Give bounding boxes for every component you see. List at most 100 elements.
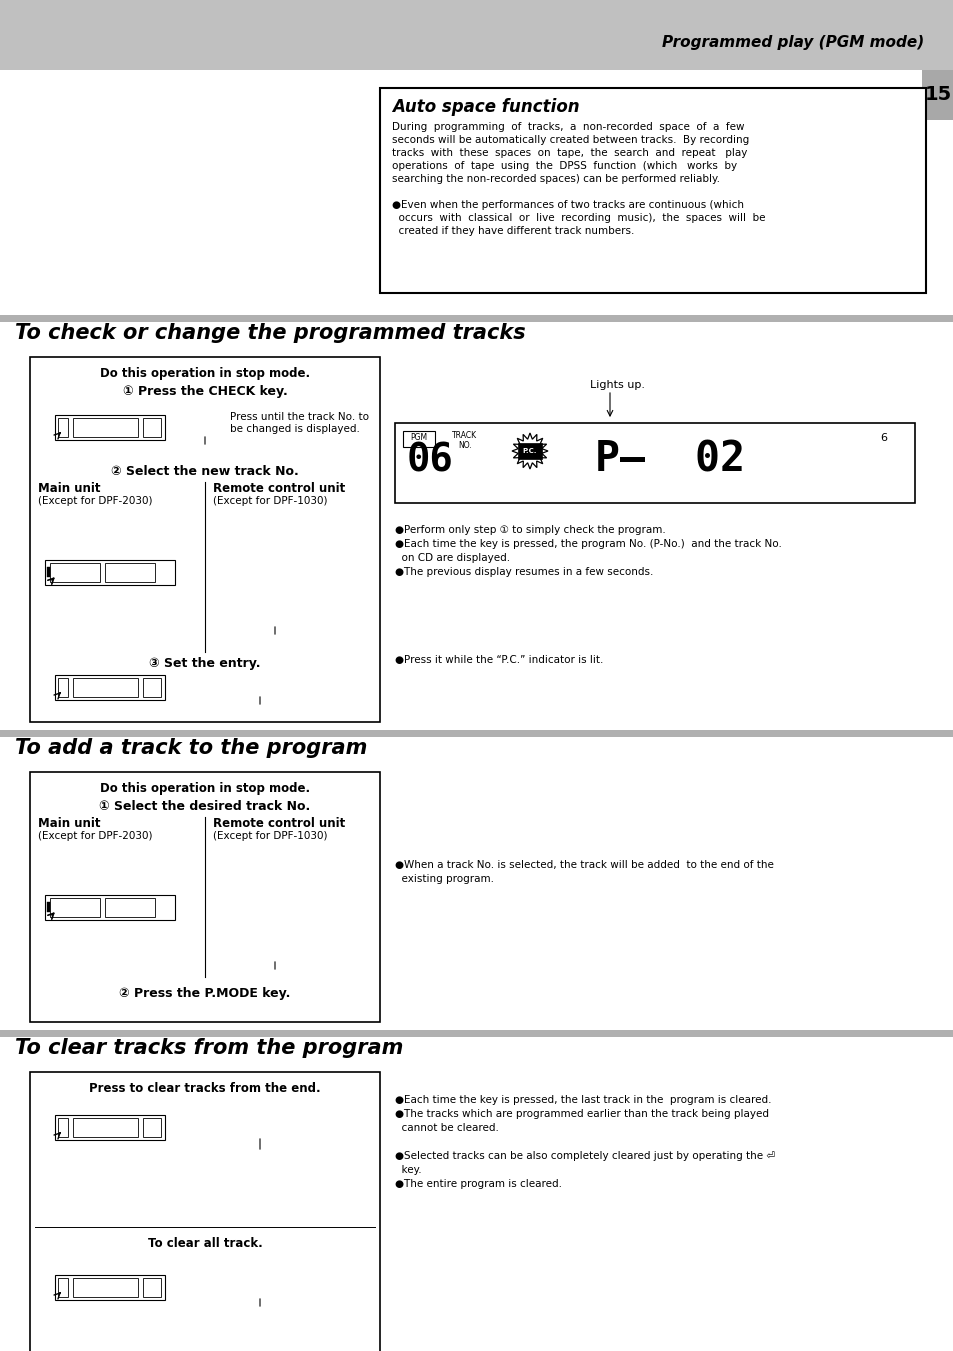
Text: Programmed play (PGM mode): Programmed play (PGM mode) (661, 35, 923, 50)
Text: To add a track to the program: To add a track to the program (15, 738, 367, 758)
FancyBboxPatch shape (55, 1274, 165, 1300)
Text: ② Select the new track No.: ② Select the new track No. (111, 465, 298, 478)
FancyBboxPatch shape (402, 431, 435, 447)
Text: (Except for DPF-2030): (Except for DPF-2030) (38, 496, 152, 507)
Text: Press to clear tracks from the end.: Press to clear tracks from the end. (89, 1082, 320, 1096)
Text: ●Selected tracks can be also completely cleared just by operating the ⏎: ●Selected tracks can be also completely … (395, 1151, 774, 1161)
Text: seconds will be automatically created between tracks.  By recording: seconds will be automatically created be… (392, 135, 748, 145)
Text: ●When a track No. is selected, the track will be added  to the end of the: ●When a track No. is selected, the track… (395, 861, 773, 870)
Circle shape (243, 515, 256, 530)
Text: Remote control unit: Remote control unit (213, 482, 345, 494)
Circle shape (223, 555, 236, 569)
Text: ●Each time the key is pressed, the program No. (P-No.)  and the track No.: ●Each time the key is pressed, the progr… (395, 539, 781, 549)
Text: occurs  with  classical  or  live  recording  music),  the  spaces  will  be: occurs with classical or live recording … (392, 213, 764, 223)
Text: Remote control unit: Remote control unit (213, 817, 345, 830)
FancyBboxPatch shape (55, 674, 165, 700)
FancyBboxPatch shape (47, 567, 50, 577)
Circle shape (223, 850, 236, 865)
FancyBboxPatch shape (58, 1117, 68, 1136)
Text: ③ Set the entry.: ③ Set the entry. (149, 657, 260, 670)
FancyBboxPatch shape (45, 894, 174, 920)
Circle shape (243, 535, 256, 549)
Circle shape (263, 870, 276, 884)
Text: key.: key. (395, 1165, 421, 1175)
Circle shape (223, 535, 236, 549)
Text: TRACK
NO.: TRACK NO. (452, 431, 477, 450)
Text: 06: 06 (406, 440, 453, 480)
Text: created if they have different track numbers.: created if they have different track num… (392, 226, 634, 236)
Circle shape (263, 515, 276, 530)
FancyBboxPatch shape (143, 1117, 161, 1136)
Text: To check or change the programmed tracks: To check or change the programmed tracks (15, 323, 525, 343)
Text: ●Each time the key is pressed, the last track in the  program is cleared.: ●Each time the key is pressed, the last … (395, 1096, 771, 1105)
Text: ●The entire program is cleared.: ●The entire program is cleared. (395, 1179, 561, 1189)
Circle shape (263, 850, 276, 865)
FancyBboxPatch shape (105, 897, 154, 916)
Circle shape (263, 535, 276, 549)
Text: ●Press it while the “P.C.” indicator is lit.: ●Press it while the “P.C.” indicator is … (395, 655, 602, 665)
FancyBboxPatch shape (58, 1278, 68, 1297)
FancyBboxPatch shape (921, 70, 953, 120)
Text: Do this operation in stop mode.: Do this operation in stop mode. (100, 367, 310, 380)
Circle shape (243, 576, 256, 589)
Text: PGM: PGM (410, 434, 427, 442)
Text: During  programming  of  tracks,  a  non-recorded  space  of  a  few: During programming of tracks, a non-reco… (392, 122, 743, 132)
FancyBboxPatch shape (0, 730, 953, 738)
FancyBboxPatch shape (73, 1117, 138, 1136)
FancyBboxPatch shape (30, 771, 379, 1021)
Text: P.C.: P.C. (522, 449, 537, 454)
Text: 15: 15 (923, 85, 951, 104)
Text: Main unit: Main unit (38, 482, 100, 494)
Text: 6: 6 (879, 434, 886, 443)
FancyBboxPatch shape (143, 677, 161, 697)
FancyBboxPatch shape (105, 562, 154, 581)
Text: on CD are displayed.: on CD are displayed. (395, 553, 510, 563)
FancyBboxPatch shape (58, 417, 68, 436)
Text: Lights up.: Lights up. (589, 380, 644, 390)
Text: Press until the track No. to
be changed is displayed.: Press until the track No. to be changed … (230, 412, 369, 434)
Circle shape (243, 870, 256, 884)
Circle shape (223, 911, 236, 924)
Circle shape (223, 890, 236, 904)
Text: ① Select the desired track No.: ① Select the desired track No. (99, 800, 311, 813)
FancyBboxPatch shape (50, 562, 100, 581)
Text: ① Press the CHECK key.: ① Press the CHECK key. (123, 385, 287, 399)
FancyBboxPatch shape (30, 357, 379, 721)
FancyBboxPatch shape (55, 415, 165, 439)
FancyBboxPatch shape (395, 423, 914, 503)
Text: tracks  with  these  spaces  on  tape,  the  search  and  repeat   play: tracks with these spaces on tape, the se… (392, 149, 746, 158)
FancyBboxPatch shape (73, 677, 138, 697)
FancyBboxPatch shape (0, 0, 953, 70)
Text: existing program.: existing program. (395, 874, 494, 884)
Text: P–  02: P– 02 (595, 438, 744, 480)
Text: To clear all track.: To clear all track. (148, 1238, 262, 1250)
Text: To clear tracks from the program: To clear tracks from the program (15, 1038, 403, 1058)
FancyBboxPatch shape (517, 443, 541, 459)
Text: operations  of  tape  using  the  DPSS  function  (which   works  by: operations of tape using the DPSS functi… (392, 161, 737, 172)
FancyBboxPatch shape (58, 677, 68, 697)
Circle shape (243, 850, 256, 865)
FancyBboxPatch shape (0, 315, 953, 322)
Text: (Except for DPF-2030): (Except for DPF-2030) (38, 831, 152, 842)
FancyBboxPatch shape (379, 88, 925, 293)
Circle shape (243, 890, 256, 904)
FancyBboxPatch shape (45, 559, 174, 585)
Text: ●Even when the performances of two tracks are continuous (which: ●Even when the performances of two track… (392, 200, 743, 209)
Text: ●Perform only step ① to simply check the program.: ●Perform only step ① to simply check the… (395, 526, 665, 535)
Text: ② Press the P.MODE key.: ② Press the P.MODE key. (119, 988, 291, 1000)
Text: cannot be cleared.: cannot be cleared. (395, 1123, 498, 1133)
Text: ●The previous display resumes in a few seconds.: ●The previous display resumes in a few s… (395, 567, 653, 577)
Text: ●The tracks which are programmed earlier than the track being played: ●The tracks which are programmed earlier… (395, 1109, 768, 1119)
Polygon shape (512, 434, 547, 469)
FancyBboxPatch shape (47, 902, 50, 912)
Text: (Except for DPF-1030): (Except for DPF-1030) (213, 831, 327, 842)
Circle shape (243, 911, 256, 924)
FancyBboxPatch shape (143, 1278, 161, 1297)
Circle shape (263, 555, 276, 569)
Circle shape (223, 576, 236, 589)
FancyBboxPatch shape (73, 1278, 138, 1297)
FancyBboxPatch shape (0, 1029, 953, 1038)
Circle shape (243, 555, 256, 569)
Text: Auto space function: Auto space function (392, 99, 579, 116)
FancyBboxPatch shape (55, 1115, 165, 1139)
